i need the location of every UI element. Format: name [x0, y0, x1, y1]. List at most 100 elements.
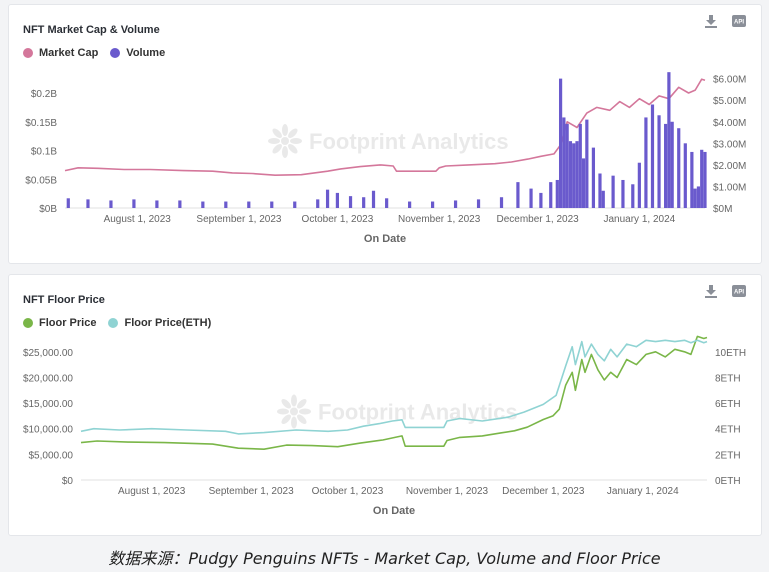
x-tick-label: November 1, 2023	[398, 214, 481, 225]
market-cap-volume-chart: Footprint Analytics $0B $0.05B $0.1B $0.15B $…	[25, 72, 746, 245]
x-tick-label: December 1, 2023	[496, 214, 579, 225]
volume-bar	[637, 162, 641, 208]
legend-item-market-cap[interactable]: Market Cap	[23, 47, 98, 59]
x-tick-label: January 1, 2024	[607, 486, 679, 497]
volume-bar	[201, 201, 205, 208]
legend-dot	[23, 48, 33, 58]
volume-bar	[335, 192, 340, 208]
volume-bar	[109, 200, 113, 208]
volume-bar	[670, 121, 674, 208]
volume-bar	[86, 199, 90, 208]
x-tick-label: October 1, 2023	[312, 486, 384, 497]
volume-bar	[700, 149, 704, 208]
watermark-petal	[268, 138, 280, 144]
legend-dot	[23, 318, 33, 328]
legend-item-volume[interactable]: Volume	[110, 47, 165, 59]
y-tick-label: $0B	[39, 204, 57, 215]
volume-bar	[362, 197, 366, 208]
volume-bar	[371, 190, 376, 208]
watermark-center	[290, 407, 298, 416]
legend-item-floor-price-eth[interactable]: Floor Price(ETH)	[108, 317, 211, 329]
watermark-petal	[291, 394, 297, 407]
legend-label: Volume	[126, 47, 166, 59]
y-tick-label: $0.2B	[31, 89, 57, 100]
y2-tick-label: $1.00M	[713, 182, 746, 193]
x-tick-label: December 1, 2023	[502, 486, 585, 497]
watermark-text: Footprint Analytics	[309, 129, 509, 154]
chart-title: NFT Market Cap & Volume	[23, 24, 160, 36]
volume-bar	[539, 192, 543, 208]
api-icon[interactable]: API	[731, 283, 747, 299]
volume-bar	[578, 123, 582, 208]
watermark-petal	[290, 138, 302, 144]
y-tick-label: $0.15B	[25, 118, 57, 129]
volume-bar	[430, 201, 435, 208]
watermark: Footprint Analytics	[277, 394, 518, 429]
chart-title: NFT Floor Price	[23, 294, 105, 306]
x-tick-label: November 1, 2023	[406, 486, 489, 497]
volume-bar	[693, 188, 697, 208]
watermark-petal	[297, 414, 307, 425]
volume-bar	[650, 104, 655, 208]
download-icon[interactable]	[703, 283, 719, 299]
y2-tick-label: $2.00M	[713, 161, 746, 172]
floor-price-panel: NFT Floor Price Floor Price Floor Price(…	[8, 274, 762, 536]
volume-bar	[611, 175, 615, 208]
floor-price-chart: Footprint Analytics $0 $5,000.00 $10,000.00…	[23, 335, 746, 517]
volume-bar	[529, 188, 533, 208]
y2-tick-label: 0ETH	[715, 476, 741, 487]
volume-bar	[476, 199, 481, 208]
volume-bar	[690, 151, 694, 208]
watermark-petal	[288, 144, 298, 154]
legend-dot	[108, 318, 119, 328]
y-tick-label: $10,000.00	[23, 425, 73, 436]
legend-item-floor-price[interactable]: Floor Price	[23, 317, 96, 329]
volume-bar	[516, 182, 520, 208]
legend: Market Cap Volume	[23, 47, 165, 59]
volume-bar	[155, 200, 159, 208]
watermark-petal	[291, 416, 297, 429]
legend-dot	[110, 48, 121, 58]
volume-bar	[581, 158, 586, 208]
volume-bar	[224, 201, 228, 208]
y2-tick-label: 8ETH	[715, 373, 741, 384]
volume-bar	[703, 151, 707, 208]
volume-bar	[453, 200, 458, 208]
y-tick-label: $20,000.00	[23, 373, 73, 384]
api-icon[interactable]: API	[731, 13, 747, 29]
volume-bar	[683, 143, 687, 208]
volume-bar	[621, 179, 625, 208]
volume-bar	[325, 189, 330, 208]
x-tick-label: January 1, 2024	[603, 214, 675, 225]
volume-bar	[565, 123, 569, 208]
legend-label: Floor Price	[39, 317, 97, 329]
watermark: Footprint Analytics	[268, 124, 509, 158]
chart-tools: API	[703, 13, 747, 29]
volume-bar	[575, 141, 579, 208]
watermark-petal	[282, 146, 288, 158]
legend: Floor Price Floor Price(ETH)	[23, 317, 211, 329]
volume-bar	[316, 199, 320, 208]
download-icon[interactable]	[703, 13, 719, 29]
volume-bar	[562, 117, 566, 208]
figure-caption: 数据来源：Pudgy Penguins NFTs - Market Cap, V…	[108, 549, 661, 568]
chart-tools: API	[703, 283, 747, 299]
watermark-petal	[272, 144, 282, 154]
svg-text:API: API	[734, 20, 744, 26]
watermark-petal	[281, 414, 291, 425]
x-tick-label: October 1, 2023	[302, 214, 374, 225]
watermark-petal	[277, 408, 289, 415]
legend-label: Floor Price(ETH)	[124, 317, 212, 329]
y-tick-label: $0.05B	[25, 175, 57, 186]
volume-bar	[572, 143, 576, 208]
y2-tick-label: $3.00M	[713, 139, 746, 150]
volume-bar	[601, 190, 605, 208]
series-line	[80, 339, 708, 435]
y-tick-label: $5,000.00	[29, 450, 74, 461]
y2-tick-label: 4ETH	[715, 425, 741, 436]
x-tick-label: August 1, 2023	[118, 486, 186, 497]
volume-bar	[499, 197, 504, 208]
volume-bar	[178, 200, 182, 208]
volume-bar	[677, 128, 681, 208]
volume-bar	[667, 72, 671, 208]
